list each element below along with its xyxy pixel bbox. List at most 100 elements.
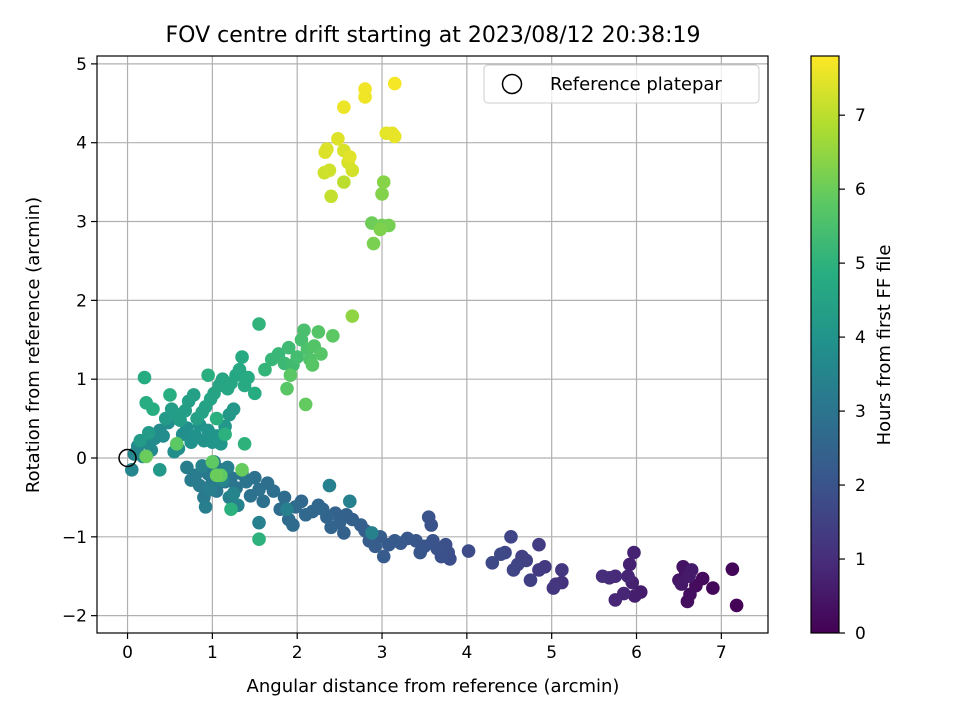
data-point [729, 598, 744, 613]
data-point [342, 494, 357, 509]
data-point [283, 368, 298, 383]
data-point [337, 526, 351, 540]
colorbar-tick-label: 7 [855, 106, 866, 126]
colorbar-tick-label: 5 [855, 254, 866, 274]
data-point [252, 515, 266, 530]
data-point [608, 593, 623, 607]
data-point [555, 563, 569, 577]
y-tick-label: −1 [62, 528, 87, 548]
data-point [546, 581, 561, 595]
data-point [504, 530, 518, 544]
data-point [331, 131, 345, 146]
data-point [324, 189, 338, 204]
x-tick-label: 7 [716, 643, 727, 663]
data-point [376, 175, 391, 189]
data-point [373, 222, 388, 237]
y-tick-label: 3 [76, 213, 87, 233]
data-point [387, 129, 402, 144]
data-point [290, 350, 304, 364]
data-point [156, 429, 170, 443]
x-tick-label: 0 [122, 643, 133, 663]
data-point [326, 329, 340, 343]
x-tick-label: 5 [546, 643, 557, 663]
data-point [311, 325, 326, 339]
data-point [141, 425, 156, 440]
data-point [706, 581, 720, 595]
data-point [345, 309, 360, 323]
data-point [235, 463, 249, 477]
data-point [218, 427, 232, 442]
data-point [226, 486, 241, 501]
colorbar-label: Hours from first FF file [874, 245, 895, 446]
data-point [324, 520, 338, 535]
data-point [186, 388, 201, 402]
data-point [198, 500, 213, 514]
data-point [209, 411, 224, 426]
data-point [621, 569, 635, 584]
data-point [387, 76, 402, 91]
data-point [493, 547, 508, 561]
data-point [337, 100, 351, 115]
data-point [318, 145, 332, 159]
data-point [366, 236, 381, 251]
reference-point-marker [118, 448, 137, 468]
colorbar-tick-label: 4 [855, 328, 866, 348]
x-tick-label: 3 [377, 643, 388, 663]
legend: Reference platepar [483, 64, 760, 104]
data-point [169, 437, 184, 451]
data-point [256, 494, 271, 509]
x-tick-label: 6 [631, 643, 642, 663]
data-point [485, 556, 500, 570]
data-point [209, 468, 224, 483]
data-point [725, 562, 740, 576]
data-point [243, 489, 258, 503]
y-tick-label: 2 [76, 291, 87, 311]
data-point [506, 563, 521, 577]
data-point [139, 449, 154, 464]
data-point [252, 317, 266, 331]
y-axis-label: Rotation from reference (arcmin) [23, 197, 44, 493]
colorbar-tick-label: 1 [855, 550, 866, 570]
legend-entry-reference: Reference platepar [550, 74, 722, 95]
data-point [342, 150, 357, 164]
data-point [203, 482, 218, 497]
data-point [152, 463, 167, 477]
data-point [365, 526, 379, 540]
data-point [280, 381, 294, 396]
data-point [627, 545, 641, 560]
data-point [595, 569, 610, 584]
data-point [205, 455, 220, 469]
data-point [298, 507, 313, 522]
legend-marker-icon [501, 73, 523, 95]
data-point [628, 589, 642, 603]
reference-marker [118, 448, 137, 468]
y-tick-label: 1 [76, 370, 87, 390]
data-point [201, 368, 215, 383]
data-point [277, 490, 292, 505]
data-point [322, 478, 337, 493]
data-point [281, 512, 296, 527]
data-point [163, 388, 177, 402]
data-point [224, 502, 238, 517]
data-point [137, 370, 152, 385]
data-point [322, 163, 337, 178]
y-tick-label: 4 [76, 134, 87, 154]
data-point [146, 402, 160, 416]
y-tick-label: −2 [62, 607, 87, 627]
data-point [376, 549, 391, 564]
data-point [226, 402, 241, 416]
data-point [305, 358, 320, 372]
axis-ticks: 0 1 2 3 4 5 6 7 −2 −1 0 1 2 3 4 5 [62, 55, 727, 663]
x-tick-label: 4 [461, 643, 472, 663]
x-tick-label: 2 [292, 643, 303, 663]
data-point [461, 544, 476, 558]
data-point [337, 175, 351, 189]
x-axis-label: Angular distance from reference (arcmin) [247, 676, 620, 697]
data-point [235, 350, 249, 364]
data-point [358, 82, 372, 96]
data-point [237, 437, 252, 451]
x-tick-label: 1 [207, 643, 218, 663]
y-tick-label: 5 [76, 55, 87, 75]
legend-box [483, 64, 760, 104]
